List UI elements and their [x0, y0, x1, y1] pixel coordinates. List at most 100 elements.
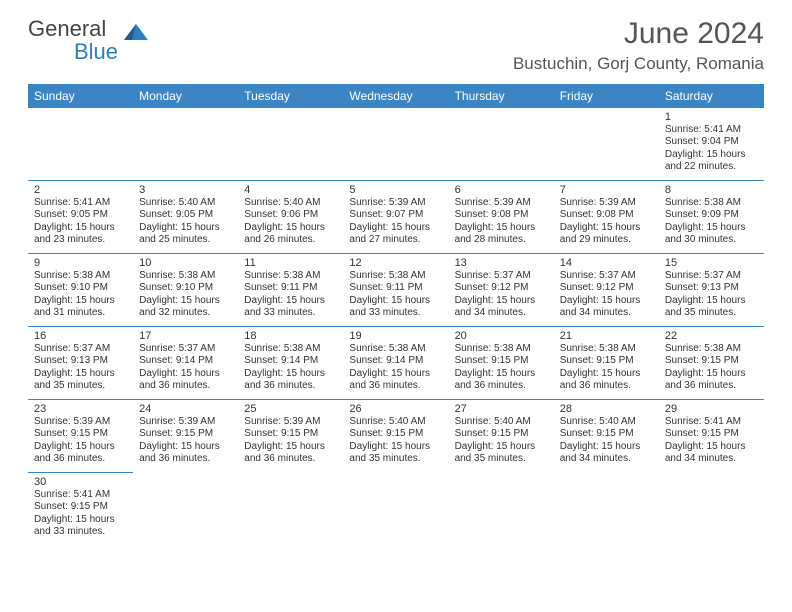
sunrise-text: Sunrise: 5:38 AM: [665, 343, 758, 356]
calendar-cell: [449, 472, 554, 545]
calendar-table: Sunday Monday Tuesday Wednesday Thursday…: [28, 84, 764, 545]
daylight1-text: Daylight: 15 hours: [665, 149, 758, 162]
calendar-cell: 5Sunrise: 5:39 AMSunset: 9:07 PMDaylight…: [343, 180, 448, 253]
calendar-cell: 10Sunrise: 5:38 AMSunset: 9:10 PMDayligh…: [133, 253, 238, 326]
day-number: 1: [665, 111, 758, 123]
calendar-cell: 13Sunrise: 5:37 AMSunset: 9:12 PMDayligh…: [449, 253, 554, 326]
calendar-cell: 27Sunrise: 5:40 AMSunset: 9:15 PMDayligh…: [449, 399, 554, 472]
sunrise-text: Sunrise: 5:41 AM: [34, 489, 127, 502]
sunrise-text: Sunrise: 5:38 AM: [34, 270, 127, 283]
day-number: 23: [34, 403, 127, 415]
daylight2-text: and 33 minutes.: [244, 307, 337, 320]
day-number: 29: [665, 403, 758, 415]
sunset-text: Sunset: 9:15 PM: [665, 428, 758, 441]
sunset-text: Sunset: 9:15 PM: [34, 428, 127, 441]
calendar-cell: [659, 472, 764, 545]
daylight2-text: and 30 minutes.: [665, 234, 758, 247]
sunset-text: Sunset: 9:14 PM: [244, 355, 337, 368]
sunrise-text: Sunrise: 5:39 AM: [139, 416, 232, 429]
daylight2-text: and 36 minutes.: [244, 380, 337, 393]
day-number: 28: [560, 403, 653, 415]
sunset-text: Sunset: 9:13 PM: [34, 355, 127, 368]
sunset-text: Sunset: 9:06 PM: [244, 209, 337, 222]
calendar-cell: 26Sunrise: 5:40 AMSunset: 9:15 PMDayligh…: [343, 399, 448, 472]
day-number: 18: [244, 330, 337, 342]
daylight1-text: Daylight: 15 hours: [455, 295, 548, 308]
sunset-text: Sunset: 9:10 PM: [34, 282, 127, 295]
daylight2-text: and 34 minutes.: [665, 453, 758, 466]
day-number: 22: [665, 330, 758, 342]
sunset-text: Sunset: 9:08 PM: [455, 209, 548, 222]
day-number: 21: [560, 330, 653, 342]
calendar-cell: [343, 472, 448, 545]
sunrise-text: Sunrise: 5:37 AM: [665, 270, 758, 283]
sunset-text: Sunset: 9:09 PM: [665, 209, 758, 222]
sunset-text: Sunset: 9:04 PM: [665, 136, 758, 149]
daylight2-text: and 31 minutes.: [34, 307, 127, 320]
day-number: 10: [139, 257, 232, 269]
sunrise-text: Sunrise: 5:40 AM: [139, 197, 232, 210]
calendar-cell: [554, 108, 659, 181]
brand-mark-icon: [122, 18, 150, 51]
sunset-text: Sunset: 9:15 PM: [560, 428, 653, 441]
calendar-cell: 30Sunrise: 5:41 AMSunset: 9:15 PMDayligh…: [28, 472, 133, 545]
calendar-cell: 19Sunrise: 5:38 AMSunset: 9:14 PMDayligh…: [343, 326, 448, 399]
sunset-text: Sunset: 9:08 PM: [560, 209, 653, 222]
calendar-cell: 28Sunrise: 5:40 AMSunset: 9:15 PMDayligh…: [554, 399, 659, 472]
title-block: June 2024 Bustuchin, Gorj County, Romani…: [513, 18, 764, 74]
day-number: 15: [665, 257, 758, 269]
calendar-cell: 15Sunrise: 5:37 AMSunset: 9:13 PMDayligh…: [659, 253, 764, 326]
day-number: 20: [455, 330, 548, 342]
sunset-text: Sunset: 9:15 PM: [349, 428, 442, 441]
daylight1-text: Daylight: 15 hours: [349, 295, 442, 308]
calendar-week-row: 16Sunrise: 5:37 AMSunset: 9:13 PMDayligh…: [28, 326, 764, 399]
calendar-cell: 22Sunrise: 5:38 AMSunset: 9:15 PMDayligh…: [659, 326, 764, 399]
calendar-cell: 9Sunrise: 5:38 AMSunset: 9:10 PMDaylight…: [28, 253, 133, 326]
daylight2-text: and 22 minutes.: [665, 161, 758, 174]
weekday-header: Tuesday: [238, 84, 343, 108]
day-number: 30: [34, 476, 127, 488]
daylight2-text: and 34 minutes.: [455, 307, 548, 320]
calendar-week-row: 1Sunrise: 5:41 AMSunset: 9:04 PMDaylight…: [28, 108, 764, 181]
day-number: 14: [560, 257, 653, 269]
daylight1-text: Daylight: 15 hours: [560, 441, 653, 454]
sunrise-text: Sunrise: 5:37 AM: [139, 343, 232, 356]
sunrise-text: Sunrise: 5:40 AM: [244, 197, 337, 210]
sunrise-text: Sunrise: 5:38 AM: [455, 343, 548, 356]
calendar-cell: [554, 472, 659, 545]
calendar-cell: 29Sunrise: 5:41 AMSunset: 9:15 PMDayligh…: [659, 399, 764, 472]
daylight1-text: Daylight: 15 hours: [349, 441, 442, 454]
calendar-cell: 23Sunrise: 5:39 AMSunset: 9:15 PMDayligh…: [28, 399, 133, 472]
daylight2-text: and 35 minutes.: [34, 380, 127, 393]
daylight2-text: and 33 minutes.: [349, 307, 442, 320]
day-number: 4: [244, 184, 337, 196]
calendar-cell: 11Sunrise: 5:38 AMSunset: 9:11 PMDayligh…: [238, 253, 343, 326]
daylight1-text: Daylight: 15 hours: [34, 295, 127, 308]
sunset-text: Sunset: 9:15 PM: [455, 355, 548, 368]
calendar-body: 1Sunrise: 5:41 AMSunset: 9:04 PMDaylight…: [28, 108, 764, 545]
daylight2-text: and 36 minutes.: [139, 453, 232, 466]
daylight1-text: Daylight: 15 hours: [665, 441, 758, 454]
calendar-cell: 2Sunrise: 5:41 AMSunset: 9:05 PMDaylight…: [28, 180, 133, 253]
day-number: 2: [34, 184, 127, 196]
calendar-cell: 12Sunrise: 5:38 AMSunset: 9:11 PMDayligh…: [343, 253, 448, 326]
sunrise-text: Sunrise: 5:38 AM: [244, 343, 337, 356]
day-number: 19: [349, 330, 442, 342]
day-number: 27: [455, 403, 548, 415]
calendar-cell: [133, 472, 238, 545]
sunrise-text: Sunrise: 5:38 AM: [349, 270, 442, 283]
sunrise-text: Sunrise: 5:38 AM: [665, 197, 758, 210]
daylight1-text: Daylight: 15 hours: [244, 222, 337, 235]
sunrise-text: Sunrise: 5:38 AM: [244, 270, 337, 283]
brand-name-a: General: [28, 16, 106, 41]
sunrise-text: Sunrise: 5:40 AM: [560, 416, 653, 429]
calendar-week-row: 30Sunrise: 5:41 AMSunset: 9:15 PMDayligh…: [28, 472, 764, 545]
sunset-text: Sunset: 9:11 PM: [349, 282, 442, 295]
daylight2-text: and 36 minutes.: [665, 380, 758, 393]
daylight2-text: and 36 minutes.: [455, 380, 548, 393]
day-number: 17: [139, 330, 232, 342]
sunset-text: Sunset: 9:11 PM: [244, 282, 337, 295]
sunset-text: Sunset: 9:10 PM: [139, 282, 232, 295]
location-text: Bustuchin, Gorj County, Romania: [513, 54, 764, 74]
sunrise-text: Sunrise: 5:39 AM: [349, 197, 442, 210]
